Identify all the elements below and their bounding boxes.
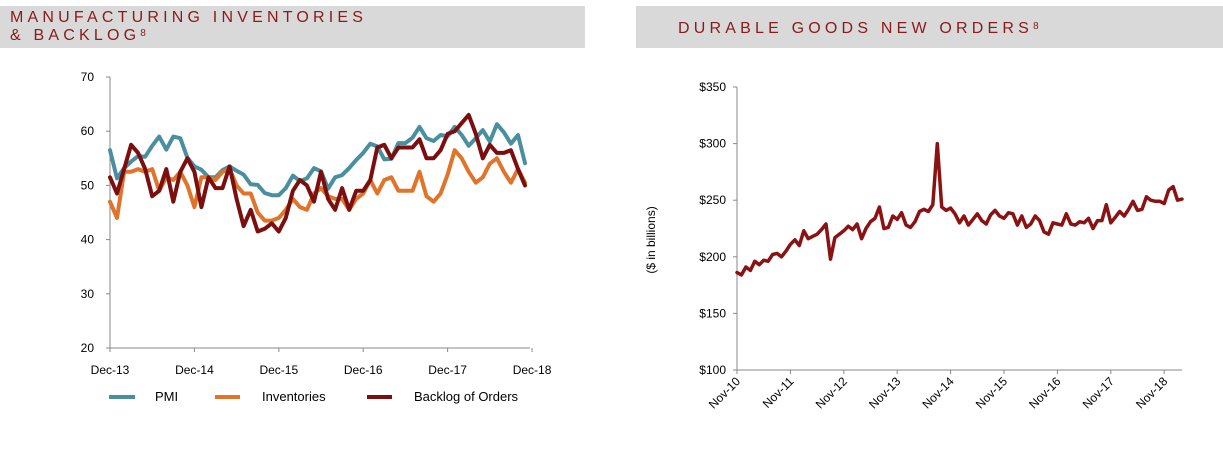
right-y-tick-label: $100 xyxy=(699,363,726,377)
left-chart-title: MANUFACTURING INVENTORIES & BACKLOG8 xyxy=(10,9,367,45)
left-y-tick-label: 20 xyxy=(81,341,95,355)
left-y-tick-label: 70 xyxy=(81,70,95,84)
left-x-tick-label: Dec-16 xyxy=(344,363,383,377)
left-chart-title-line2: & BACKLOG xyxy=(10,27,141,44)
right-y-tick-label: $250 xyxy=(699,193,726,207)
left-chart-footnote: 8 xyxy=(140,28,146,39)
legend-label-backlog: Backlog of Orders xyxy=(414,389,519,404)
left-x-tick-label: Dec-15 xyxy=(259,363,298,377)
left-y-tick-label: 50 xyxy=(81,178,95,192)
right-y-tick-label: $150 xyxy=(699,306,726,320)
left-y-tick-label: 30 xyxy=(81,287,95,301)
right-y-tick-label: $200 xyxy=(699,250,726,264)
left-chart-title-line1: MANUFACTURING INVENTORIES xyxy=(10,9,368,26)
durable-goods-line xyxy=(735,141,1184,277)
legend-label-pmi: PMI xyxy=(155,389,178,404)
left-y-tick-label: 40 xyxy=(81,233,95,247)
right-y-tick-label: $300 xyxy=(699,137,726,151)
right-x-tick-label: Nov-12 xyxy=(813,374,850,411)
legend-label-inventories: Inventories xyxy=(262,389,326,404)
left-x-tick-label: Dec-18 xyxy=(513,363,552,377)
right-chart-title: DURABLE GOODS NEW ORDERS8 xyxy=(678,20,1039,38)
right-x-tick-label: Nov-11 xyxy=(760,374,797,411)
left-y-tick-label: 60 xyxy=(81,124,95,138)
right-chart-title-text: DURABLE GOODS NEW ORDERS xyxy=(678,20,1034,37)
left-x-tick-label: Dec-14 xyxy=(175,363,214,377)
backlog-line xyxy=(108,112,527,234)
left-x-tick-label: Dec-17 xyxy=(428,363,467,377)
right-x-tick-label: Nov-16 xyxy=(1026,374,1063,411)
right-chart-footnote: 8 xyxy=(1033,21,1039,32)
left-x-tick-label: Dec-13 xyxy=(91,363,130,377)
right-y-tick-label: $350 xyxy=(699,80,726,94)
left-chart-title-banner: MANUFACTURING INVENTORIES & BACKLOG8 xyxy=(0,6,585,48)
right-y-axis-label: ($ in billions) xyxy=(644,206,658,273)
right-x-tick-label: Nov-15 xyxy=(973,374,1010,411)
right-x-tick-label: Nov-10 xyxy=(706,374,743,411)
right-x-tick-label: Nov-13 xyxy=(866,374,903,411)
manufacturing-inventories-chart: 20 30 40 50 60 70 Dec-13 Dec-14 Dec-15 Dec-16 Dec-… xyxy=(81,70,552,404)
right-x-tick-label: Nov-18 xyxy=(1133,374,1170,411)
right-chart-title-banner: DURABLE GOODS NEW ORDERS8 xyxy=(636,6,1223,48)
right-x-tick-label: Nov-17 xyxy=(1080,374,1117,411)
right-x-tick-label: Nov-14 xyxy=(919,374,956,411)
